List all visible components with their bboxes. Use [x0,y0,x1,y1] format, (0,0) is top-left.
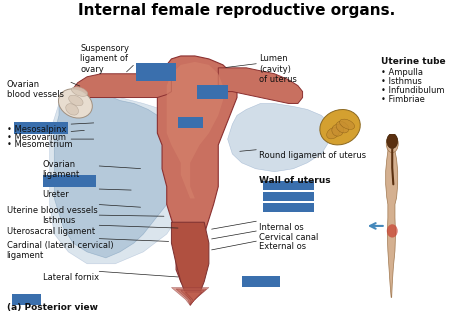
Ellipse shape [332,124,344,136]
Text: Ureter: Ureter [43,189,69,198]
Ellipse shape [387,133,398,148]
Text: Internal os: Internal os [259,223,304,232]
Ellipse shape [386,134,398,153]
Text: • Ampulla: • Ampulla [381,68,423,77]
Text: Uterosacral ligament: Uterosacral ligament [7,227,95,236]
Text: • Mesometrium: • Mesometrium [7,140,72,149]
Text: Ovarian
blood vessels: Ovarian blood vessels [7,80,64,99]
Bar [12,294,41,305]
Bar [263,192,314,201]
Polygon shape [218,68,302,103]
Ellipse shape [66,104,79,115]
Ellipse shape [72,87,88,96]
Polygon shape [172,288,209,305]
Polygon shape [386,134,398,298]
Ellipse shape [327,127,339,139]
Polygon shape [167,62,223,198]
Polygon shape [50,92,195,264]
Bar [242,276,280,287]
Title: Internal female reproductive organs.: Internal female reproductive organs. [78,3,396,18]
Bar [15,122,68,134]
Bar [263,181,314,190]
Bar [43,175,97,187]
Bar [197,85,228,99]
Ellipse shape [387,224,398,237]
Polygon shape [185,292,202,305]
Text: (a) Posterior view: (a) Posterior view [7,303,98,312]
Text: • Mesovarium: • Mesovarium [7,132,65,141]
Text: Lateral fornix: Lateral fornix [43,273,99,282]
Polygon shape [157,56,237,288]
Ellipse shape [336,122,349,133]
Text: Round ligament of uterus: Round ligament of uterus [259,151,366,160]
Bar [263,203,314,212]
Bar [178,117,203,128]
Text: Cervical canal: Cervical canal [259,233,319,242]
Text: Uterine tube: Uterine tube [381,58,446,67]
Text: Suspensory
ligament of
ovary: Suspensory ligament of ovary [80,44,129,74]
Text: • Infundibulum: • Infundibulum [381,86,445,95]
Polygon shape [176,289,207,305]
Ellipse shape [58,89,92,118]
Bar [137,63,176,81]
Text: Isthmus: Isthmus [43,216,76,225]
Polygon shape [172,222,209,300]
Polygon shape [228,103,331,172]
Polygon shape [181,291,204,305]
Ellipse shape [320,109,360,145]
Polygon shape [73,68,172,98]
Text: External os: External os [259,243,307,252]
Text: Lumen
(cavity)
of uterus: Lumen (cavity) of uterus [259,54,297,84]
Ellipse shape [339,119,355,129]
Text: Ovarian
ligament: Ovarian ligament [43,160,80,179]
Ellipse shape [69,95,83,106]
Text: • Mesosalpinx: • Mesosalpinx [7,125,66,134]
Text: Cardinal (lateral cervical)
ligament: Cardinal (lateral cervical) ligament [7,241,113,260]
Text: Wall of uterus: Wall of uterus [259,176,331,185]
Text: • Isthmus: • Isthmus [381,77,422,86]
Polygon shape [55,89,181,258]
Text: • Fimbriae: • Fimbriae [381,95,425,104]
Text: Uterine blood vessels: Uterine blood vessels [7,205,97,215]
